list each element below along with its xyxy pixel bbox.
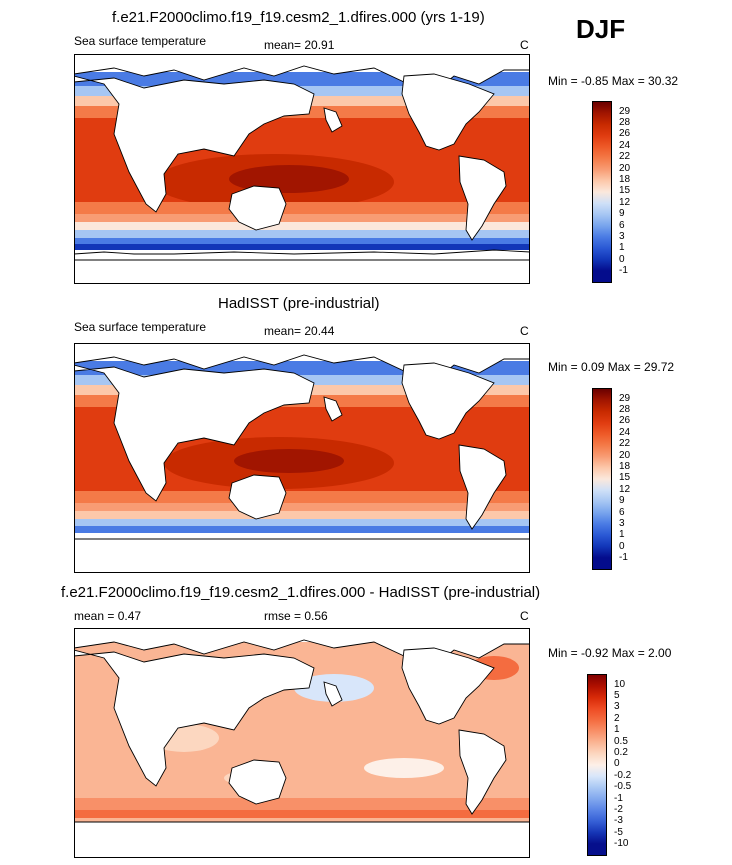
panel2-mean-label: mean= 20.44 — [264, 324, 335, 338]
panel3-colorbar-label: 1 — [614, 724, 620, 735]
panel3-colorbar-label: -1 — [614, 793, 623, 804]
panel1-colorbar-label: 1 — [619, 242, 625, 253]
panel2-colorbar-label: 22 — [619, 438, 631, 449]
panel3-unit-label: C — [520, 609, 529, 623]
panel2-colorbar-label: 12 — [619, 484, 631, 495]
panel1-colorbar-label: 28 — [619, 117, 631, 128]
panel2-colorbar-label: 15 — [619, 472, 631, 483]
panel3-colorbar-label: -0.5 — [614, 781, 632, 792]
panel3-colorbar-label: -2 — [614, 804, 623, 815]
panel2-sst-map — [74, 343, 530, 573]
panel3-title: f.e21.F2000climo.f19_f19.cesm2_1.dfires.… — [61, 584, 541, 601]
panel3-colorbar-label: -5 — [614, 827, 623, 838]
panel3-colorbar-label: -10 — [614, 838, 629, 849]
panel3-colorbar-label: 3 — [614, 701, 620, 712]
panel1-colorbar-label: 26 — [619, 128, 631, 139]
panel2-colorbar-label: 3 — [619, 518, 625, 529]
panel1-colorbar-label: 22 — [619, 151, 631, 162]
panel2-colorbar-label: 6 — [619, 507, 625, 518]
panel3-minmax-label: Min = -0.92 Max = 2.00 — [548, 646, 672, 660]
panel3-colorbar-label: -3 — [614, 815, 623, 826]
panel2-colorbar-label: 24 — [619, 427, 631, 438]
panel2-unit-label: C — [520, 324, 529, 338]
panel1-colorbar-label: 12 — [619, 197, 631, 208]
panel2-colorbar-label: -1 — [619, 552, 628, 563]
panel2-colorbar-label: 20 — [619, 450, 631, 461]
panel3-colorbar-label: 2 — [614, 713, 620, 724]
panel3-colorbar-label: 0 — [614, 758, 620, 769]
season-label: DJF — [576, 14, 626, 44]
panel2-colorbar-label: 28 — [619, 404, 631, 415]
panel1-colorbar-label: 6 — [619, 220, 625, 231]
panel1-colorbar-label: -1 — [619, 265, 628, 276]
panel1-unit-label: C — [520, 38, 529, 52]
panel1-colorbar-gradient — [592, 101, 612, 283]
panel2-variable-label: Sea surface temperature — [74, 320, 207, 334]
panel3-difference-map — [74, 628, 530, 858]
panel1-colorbar-label: 15 — [619, 185, 631, 196]
panel2-colorbar-label: 26 — [619, 415, 631, 426]
panel3-colorbar-gradient — [587, 674, 607, 856]
panel3-colorbar-label: 0.2 — [614, 747, 628, 758]
panel1-variable-label: Sea surface temperature — [74, 34, 207, 48]
panel1-colorbar-label: 0 — [619, 254, 625, 265]
panel2-title: HadISST (pre-industrial) — [218, 295, 380, 312]
panel1-title: f.e21.F2000climo.f19_f19.cesm2_1.dfires.… — [112, 9, 485, 26]
panel1-colorbar-label: 3 — [619, 231, 625, 242]
panel1-colorbar-label: 9 — [619, 208, 625, 219]
panel3-colorbar-label: 10 — [614, 679, 626, 690]
panel1-mean-label: mean= 20.91 — [264, 38, 335, 52]
panel3-colorbar-label: 5 — [614, 690, 620, 701]
panel2-colorbar-label: 0 — [619, 541, 625, 552]
panel3-colorbar-label: -0.2 — [614, 770, 632, 781]
panel1-minmax-label: Min = -0.85 Max = 30.32 — [548, 74, 679, 88]
panel2-minmax-label: Min = 0.09 Max = 29.72 — [548, 360, 675, 374]
panel1-colorbar-label: 20 — [619, 163, 631, 174]
panel2-colorbar-label: 9 — [619, 495, 625, 506]
panel1-sst-map — [74, 54, 530, 284]
panel2-colorbar-gradient — [592, 388, 612, 570]
panel3-rmse-label: rmse = 0.56 — [264, 609, 328, 623]
panel1-colorbar-label: 29 — [619, 106, 631, 117]
panel3-colorbar-label: 0.5 — [614, 736, 628, 747]
panel3-mean-label: mean = 0.47 — [74, 609, 142, 623]
panel2-colorbar-label: 1 — [619, 529, 625, 540]
panel1-colorbar-label: 18 — [619, 174, 631, 185]
panel2-colorbar-label: 18 — [619, 461, 631, 472]
panel2-colorbar-label: 29 — [619, 393, 631, 404]
panel1-colorbar-label: 24 — [619, 140, 631, 151]
